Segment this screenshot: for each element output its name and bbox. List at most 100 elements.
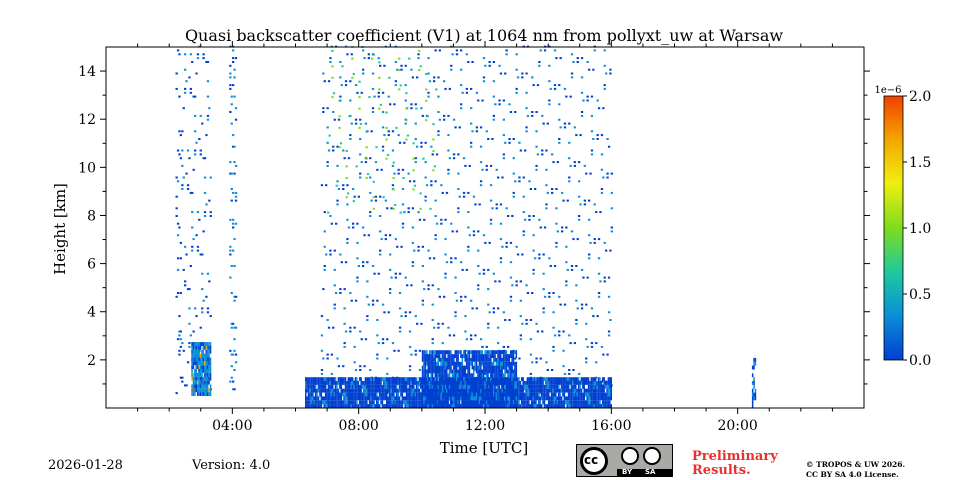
- heatmap-cell: [454, 404, 456, 408]
- heatmap-cell: [363, 57, 366, 60]
- heatmap-cell: [600, 188, 604, 190]
- heatmap-cell: [603, 276, 606, 279]
- heatmap-cell: [465, 338, 468, 341]
- heatmap-cell: [201, 288, 204, 291]
- heatmap-cell: [475, 130, 478, 133]
- heatmap-cell: [514, 392, 516, 397]
- heatmap-cell: [467, 249, 470, 252]
- heatmap-cell: [437, 400, 439, 405]
- heatmap-cell: [339, 404, 341, 408]
- heatmap-cell: [367, 57, 370, 60]
- heatmap-cell: [346, 381, 348, 385]
- heatmap-cell: [178, 353, 181, 356]
- heatmap-cell: [194, 384, 196, 389]
- heatmap-cell: [437, 95, 440, 98]
- heatmap-cell: [502, 396, 505, 401]
- heatmap-cell: [585, 381, 587, 385]
- heatmap-cell: [599, 280, 602, 283]
- heatmap-cell: [309, 388, 311, 393]
- heatmap-cell: [538, 257, 541, 260]
- heatmap-cell: [373, 396, 375, 401]
- heatmap-cell: [233, 145, 236, 148]
- heatmap-cell: [558, 404, 560, 408]
- heatmap-cell: [610, 191, 613, 194]
- heatmap-cell: [467, 404, 469, 408]
- heatmap-cell: [204, 361, 206, 366]
- heatmap-cell: [317, 400, 320, 405]
- heatmap-cell: [332, 381, 334, 385]
- heatmap-cell: [414, 396, 416, 401]
- heatmap-cell: [607, 384, 610, 389]
- heatmap-cell: [455, 230, 459, 233]
- heatmap-cell: [447, 400, 449, 405]
- heatmap-cell: [365, 157, 368, 160]
- heatmap-cell: [609, 68, 612, 71]
- heatmap-cell: [232, 191, 235, 194]
- heatmap-cell: [546, 369, 549, 371]
- heatmap-cell: [468, 234, 471, 237]
- heatmap-cell: [343, 381, 345, 385]
- heatmap-cell: [411, 392, 414, 397]
- heatmap-cell: [230, 103, 233, 106]
- heatmap-cell: [475, 350, 478, 355]
- heatmap-cell: [536, 84, 540, 87]
- heatmap-cell: [552, 392, 554, 397]
- heatmap-cell: [607, 400, 610, 405]
- heatmap-cell: [454, 276, 457, 279]
- heatmap-cell: [443, 377, 445, 382]
- heatmap-cell: [407, 396, 409, 401]
- heatmap-cell: [331, 49, 334, 52]
- heatmap-cell: [589, 384, 591, 389]
- heatmap-cell: [414, 138, 417, 140]
- heatmap-cell: [606, 172, 609, 175]
- heatmap-cell: [508, 377, 510, 382]
- heatmap-cell: [433, 369, 435, 374]
- heatmap-cell: [485, 392, 488, 397]
- heatmap-cell: [536, 153, 540, 156]
- cc-license-badge: cc BY SA: [576, 444, 673, 477]
- heatmap-cell: [548, 396, 550, 401]
- heatmap-cell: [511, 377, 513, 382]
- heatmap-cell: [454, 369, 456, 374]
- heatmap-cell: [541, 153, 544, 156]
- heatmap-cell: [358, 80, 361, 83]
- heatmap-cell: [206, 80, 210, 83]
- heatmap-cell: [387, 95, 390, 98]
- x-tick-label: 12:00: [465, 418, 505, 434]
- heatmap-cell: [233, 238, 236, 241]
- heatmap-cell: [603, 64, 606, 67]
- heatmap-cell: [458, 126, 461, 129]
- heatmap-cell: [418, 384, 422, 387]
- heatmap-cell: [344, 381, 347, 385]
- heatmap-cell: [374, 384, 377, 389]
- heatmap-cell: [488, 64, 491, 67]
- heatmap-cell: [508, 354, 510, 358]
- heatmap-cell: [588, 199, 591, 202]
- heatmap-cell: [351, 377, 354, 382]
- heatmap-cell: [178, 95, 181, 98]
- heatmap-cell: [440, 357, 442, 362]
- heatmap-cell: [323, 245, 326, 248]
- heatmap-cell: [553, 400, 556, 405]
- heatmap-cell: [423, 396, 425, 401]
- heatmap-cell: [449, 404, 452, 408]
- heatmap-cell: [349, 330, 352, 333]
- heatmap-cell: [473, 400, 475, 405]
- heatmap-cell: [404, 311, 407, 314]
- heatmap-cell: [436, 404, 438, 408]
- heatmap-cell: [583, 388, 585, 393]
- heatmap-cell: [337, 365, 341, 368]
- heatmap-cell: [529, 388, 531, 393]
- heatmap-cell: [365, 146, 368, 149]
- heatmap-cell: [529, 372, 532, 375]
- heatmap-cell: [434, 392, 437, 397]
- heatmap-cell: [566, 377, 568, 382]
- heatmap-cell: [573, 126, 576, 129]
- heatmap-cell: [317, 377, 320, 382]
- heatmap-cell: [360, 388, 362, 393]
- heatmap-cell: [440, 396, 442, 401]
- heatmap-cell: [451, 361, 454, 366]
- heatmap-cell: [410, 103, 413, 106]
- heatmap-cell: [492, 361, 495, 366]
- heatmap-cell: [465, 354, 468, 358]
